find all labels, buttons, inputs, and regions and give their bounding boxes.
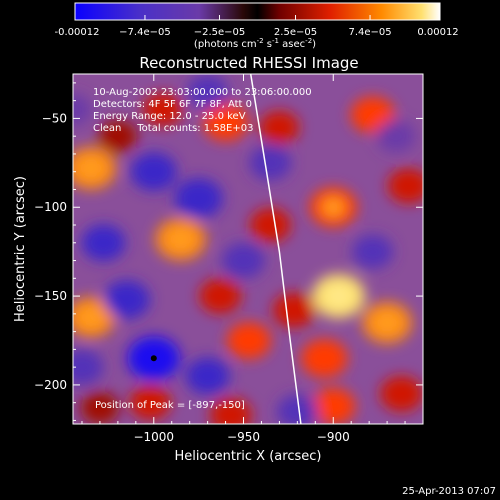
intensity-blob — [209, 397, 252, 424]
y-tick-label: −200 — [34, 378, 67, 392]
x-tick-label: −900 — [317, 430, 350, 444]
x-tick-label: −1000 — [133, 430, 174, 444]
intensity-blob — [187, 74, 229, 109]
info-text: 10-Aug-2002 23:03:00.000 to 23:06:00.000… — [93, 87, 312, 134]
intensity-blob — [311, 387, 356, 424]
intensity-blob — [81, 224, 126, 262]
footer-timestamp: 25-Apr-2013 07:07 — [402, 486, 496, 497]
x-tick-label: −950 — [227, 430, 260, 444]
x-axis-label: Heliocentric X (arcsec) — [175, 449, 322, 464]
intensity-core — [374, 312, 400, 334]
intensity-blob — [142, 92, 183, 127]
intensity-blob — [73, 349, 104, 385]
intensity-blob — [199, 278, 242, 314]
y-tick-label: −100 — [34, 200, 67, 214]
intensity-blob — [352, 234, 394, 269]
colorbar-ticks: -0.00012 −7.4e−05 −2.5e−05 2.5e−05 7.4e−05 0.… — [55, 15, 459, 38]
intensity-blob — [103, 280, 150, 319]
intensity-map — [73, 74, 423, 424]
intensity-blob — [259, 110, 300, 144]
intensity-core — [168, 228, 194, 250]
intensity-blob — [222, 242, 265, 279]
info-line-clean: Clean Total counts: 1.58E+03 — [93, 123, 253, 134]
axis-ticks: −1000 −950 −900 −50 −100 −150 −200 — [34, 74, 424, 444]
info-line-time: 10-Aug-2002 23:03:00.000 to 23:06:00.000 — [93, 87, 312, 98]
y-axis-label: Heliocentric Y (arcsec) — [13, 176, 28, 322]
intensity-blob — [185, 357, 230, 395]
chart-title: Reconstructed RHESSI Image — [139, 54, 358, 72]
colorbar-tick-label: -0.00012 — [55, 27, 100, 38]
intensity-core — [321, 197, 346, 218]
image-plot: −1000 −950 −900 −50 −100 −150 −200 10-Aug-2002… — [34, 73, 424, 444]
intensity-blob — [276, 394, 318, 424]
intensity-blob — [249, 207, 291, 243]
intensity-blob — [174, 178, 223, 219]
intensity-blob — [203, 103, 249, 141]
y-tick-label: −150 — [34, 289, 67, 303]
intensity-blob — [226, 322, 271, 359]
intensity-core — [78, 307, 103, 328]
peak-position-label: Position of Peak = [-897,-150] — [95, 400, 245, 411]
colorbar-tick-label: −2.5e−05 — [194, 27, 246, 38]
y-tick-label: −50 — [42, 111, 67, 125]
info-line-energy: Energy Range: 12.0 - 25.0 keV — [93, 111, 246, 122]
intensity-blob — [73, 93, 92, 126]
colorbar-units: (photons cm-2 s-1 asec-2) — [194, 37, 316, 50]
intensity-blob — [380, 375, 423, 412]
colorbar-tick-label: 0.00012 — [417, 27, 458, 38]
colorbar-gradient — [74, 2, 441, 21]
intensity-blob — [129, 385, 171, 420]
intensity-blob — [301, 339, 348, 378]
colorbar-tick-label: −7.4e−05 — [119, 27, 171, 38]
intensity-blob — [80, 391, 120, 424]
solar-limb-line — [249, 74, 302, 424]
colorbar-tick-label: 2.5e−05 — [274, 27, 317, 38]
intensity-core — [78, 157, 104, 179]
colorbar: -0.00012 −7.4e−05 −2.5e−05 2.5e−05 7.4e−05 0.… — [55, 2, 459, 50]
intensity-blob — [130, 152, 177, 191]
colorbar-tick-label: 7.4e−05 — [348, 27, 391, 38]
intensity-core — [325, 285, 352, 308]
intensity-blob — [272, 292, 315, 328]
intensity-blob — [98, 120, 138, 153]
intensity-blob — [376, 120, 416, 153]
intensity-blob — [387, 168, 423, 204]
info-line-detectors: Detectors: 4F 5F 6F 7F 8F, Att 0 — [93, 99, 252, 110]
plot-frame — [72, 73, 424, 425]
intensity-blob — [249, 145, 292, 181]
peak-marker — [150, 355, 157, 362]
